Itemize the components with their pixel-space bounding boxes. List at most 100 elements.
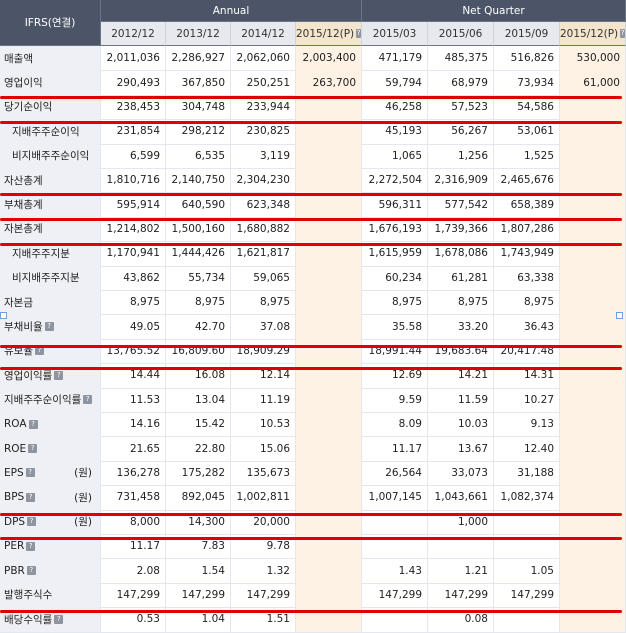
value-cell: 231,854 bbox=[101, 119, 166, 144]
value-cell: 2,062,060 bbox=[231, 46, 296, 71]
value-cell bbox=[560, 436, 626, 461]
value-cell: 31,188 bbox=[494, 460, 560, 486]
value-cell bbox=[296, 558, 362, 583]
value-cell: 1,214,802 bbox=[101, 216, 166, 242]
value-cell: 10.03 bbox=[428, 412, 494, 437]
row-label: BPS? (원) bbox=[0, 485, 101, 510]
table-header: IFRS(연결) Annual Net Quarter 2012/12 2013/… bbox=[0, 0, 626, 46]
info-icon[interactable]: ? bbox=[28, 444, 38, 454]
value-cell: 22.80 bbox=[166, 436, 231, 461]
value-cell: 10.27 bbox=[494, 387, 560, 412]
value-cell: 61,000 bbox=[560, 70, 626, 95]
info-icon[interactable]: ? bbox=[356, 29, 361, 38]
row-label-text: PBR bbox=[4, 564, 25, 577]
value-cell: 3,119 bbox=[231, 143, 296, 168]
value-cell: 530,000 bbox=[560, 46, 626, 71]
value-cell bbox=[296, 582, 362, 608]
value-cell: 19,683.64 bbox=[428, 338, 494, 364]
value-cell: 57,523 bbox=[428, 94, 494, 120]
info-icon[interactable]: ? bbox=[54, 370, 64, 380]
value-cell bbox=[560, 338, 626, 364]
value-cell bbox=[560, 168, 626, 193]
value-cell: 485,375 bbox=[428, 46, 494, 71]
value-cell bbox=[560, 387, 626, 412]
highlight-line bbox=[0, 610, 622, 613]
value-cell: 577,542 bbox=[428, 192, 494, 217]
value-cell: 640,590 bbox=[166, 192, 231, 217]
value-cell bbox=[560, 143, 626, 168]
value-cell: 42.70 bbox=[166, 314, 231, 339]
value-cell: 36.43 bbox=[494, 314, 560, 339]
info-icon[interactable]: ? bbox=[25, 468, 35, 478]
info-icon[interactable]: ? bbox=[620, 29, 625, 38]
value-cell: 1,082,374 bbox=[494, 485, 560, 510]
value-cell bbox=[296, 143, 362, 168]
value-cell: 1,743,949 bbox=[494, 241, 560, 266]
value-cell: 147,299 bbox=[231, 582, 296, 608]
value-cell bbox=[362, 607, 428, 632]
value-cell: 14.31 bbox=[494, 363, 560, 388]
value-cell: 2,465,676 bbox=[494, 168, 560, 193]
info-icon[interactable]: ? bbox=[26, 566, 36, 576]
column-header-label: 2015/12(P) bbox=[296, 27, 355, 40]
info-icon[interactable]: ? bbox=[44, 322, 54, 332]
info-icon[interactable]: ? bbox=[54, 614, 64, 624]
value-cell: 60,234 bbox=[362, 265, 428, 290]
table-row: BPS? (원) 731,458 892,045 1,002,811 1,007,145 1… bbox=[0, 485, 626, 511]
value-cell: 61,281 bbox=[428, 265, 494, 290]
value-cell: 13.04 bbox=[166, 387, 231, 412]
value-cell: 1.21 bbox=[428, 558, 494, 583]
value-cell: 2,140,750 bbox=[166, 168, 231, 193]
value-cell: 1,002,811 bbox=[231, 485, 296, 510]
info-icon[interactable]: ? bbox=[26, 541, 36, 551]
table-row: 영업이익 290,493 367,850 250,251 263,700 59,794 68… bbox=[0, 70, 626, 96]
unit-label: (원) bbox=[74, 491, 92, 504]
info-icon[interactable]: ? bbox=[83, 395, 93, 405]
value-cell: 1,810,716 bbox=[101, 168, 166, 193]
info-icon[interactable]: ? bbox=[34, 346, 44, 356]
row-label-text: 영업이익 bbox=[4, 77, 43, 90]
value-cell: 304,748 bbox=[166, 94, 231, 120]
row-label-text: 부채총계 bbox=[4, 199, 43, 212]
value-cell: 9.78 bbox=[231, 534, 296, 559]
value-cell: 33.20 bbox=[428, 314, 494, 339]
value-cell: 731,458 bbox=[101, 485, 166, 510]
value-cell bbox=[428, 534, 494, 559]
info-icon[interactable]: ? bbox=[28, 419, 38, 429]
row-label-text: DPS bbox=[4, 515, 26, 528]
resize-handle[interactable] bbox=[616, 312, 623, 319]
value-cell: 12.69 bbox=[362, 363, 428, 388]
value-cell: 55,734 bbox=[166, 265, 231, 290]
value-cell: 230,825 bbox=[231, 119, 296, 144]
value-cell bbox=[560, 582, 626, 608]
column-header-label: 2012/12 bbox=[111, 27, 155, 40]
value-cell: 298,212 bbox=[166, 119, 231, 144]
value-cell: 43,862 bbox=[101, 265, 166, 290]
row-label-text: 지배주주순이익 bbox=[12, 125, 80, 138]
value-cell: 658,389 bbox=[494, 192, 560, 217]
value-cell: 6,599 bbox=[101, 143, 166, 168]
value-cell: 147,299 bbox=[101, 582, 166, 608]
value-cell: 1.05 bbox=[494, 558, 560, 583]
info-icon[interactable]: ? bbox=[26, 492, 36, 502]
resize-handle[interactable] bbox=[0, 312, 7, 319]
highlight-line bbox=[0, 367, 622, 370]
value-cell: 21.65 bbox=[101, 436, 166, 461]
row-label: 부채비율? bbox=[0, 314, 101, 339]
value-cell: 595,914 bbox=[101, 192, 166, 217]
highlight-line bbox=[0, 537, 622, 540]
highlight-line bbox=[0, 193, 622, 196]
row-label: 비지배주주순이익 bbox=[0, 143, 101, 168]
row-label-text: 부채비율 bbox=[4, 321, 43, 334]
value-cell: 2,003,400 bbox=[296, 46, 362, 71]
column-header-4: 2015/03 bbox=[362, 22, 428, 46]
value-cell: 8,975 bbox=[166, 290, 231, 315]
value-cell: 2,272,504 bbox=[362, 168, 428, 193]
value-cell: 1,170,941 bbox=[101, 241, 166, 266]
value-cell: 596,311 bbox=[362, 192, 428, 217]
value-cell: 8,975 bbox=[231, 290, 296, 315]
value-cell bbox=[296, 436, 362, 461]
value-cell bbox=[560, 412, 626, 437]
column-header-label: 2014/12 bbox=[241, 27, 285, 40]
info-icon[interactable]: ? bbox=[27, 517, 37, 527]
